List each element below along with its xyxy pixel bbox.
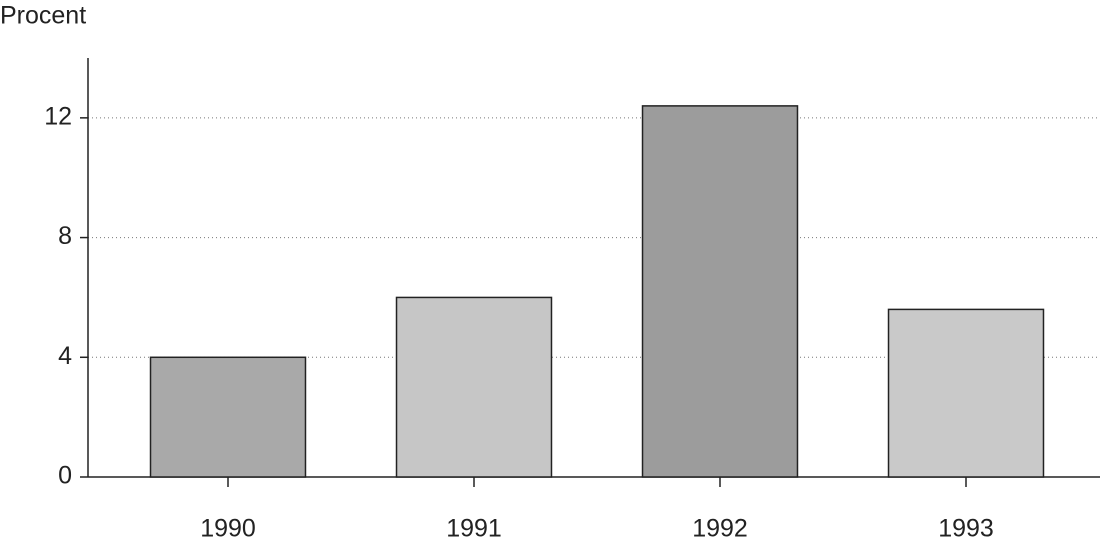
bar xyxy=(149,356,307,478)
x-tick-label: 1993 xyxy=(938,515,994,543)
x-tick-label: 1991 xyxy=(446,515,502,543)
y-tick-label: 4 xyxy=(58,342,72,370)
y-tick-label: 0 xyxy=(58,462,72,490)
y-axis-label: Procent xyxy=(0,2,86,30)
x-tick-label: 1992 xyxy=(692,515,748,543)
bar xyxy=(395,296,553,478)
bar xyxy=(887,308,1045,478)
bar xyxy=(641,105,799,478)
x-tick-label: 1990 xyxy=(200,515,256,543)
y-tick-label: 12 xyxy=(44,102,72,130)
y-tick-label: 8 xyxy=(58,222,72,250)
